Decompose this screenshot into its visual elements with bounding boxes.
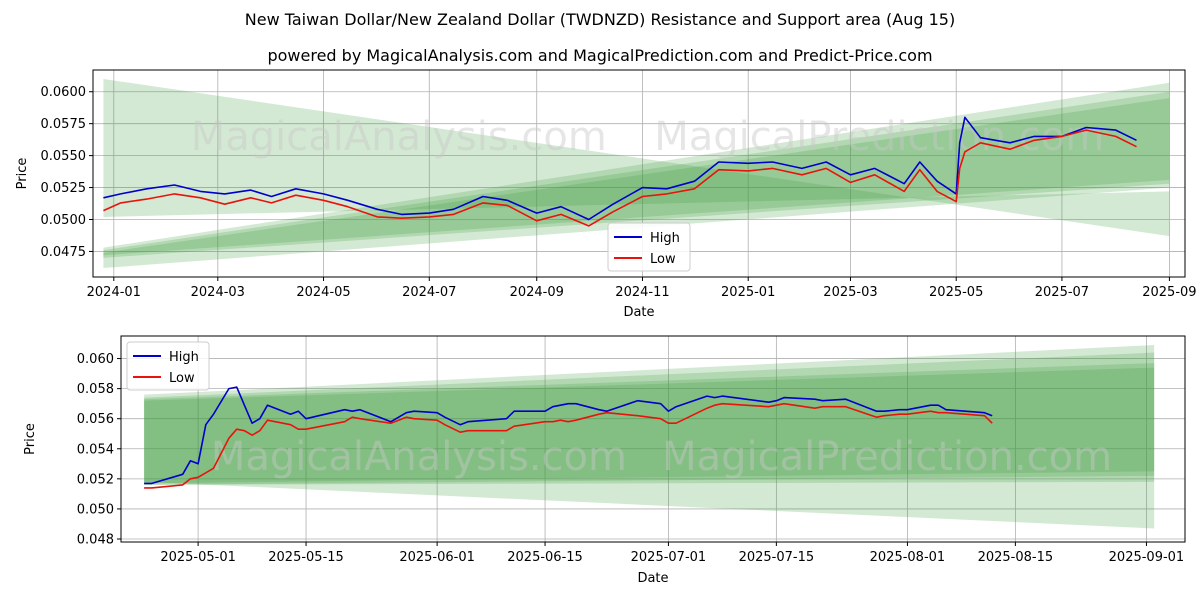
x-tick-label: 2025-08-01 bbox=[870, 550, 946, 565]
watermark-text: MagicalAnalysis.com bbox=[191, 114, 607, 160]
y-axis-label: Price bbox=[23, 423, 38, 455]
x-tick-label: 2025-06-15 bbox=[507, 550, 583, 565]
y-tick-label: 0.056 bbox=[77, 412, 114, 427]
ticks: 2025-05-01 2025-05-15 2025-06-01 2025-06-15… bbox=[77, 352, 1184, 565]
grid bbox=[121, 336, 1185, 542]
support-resistance-band-4 bbox=[144, 367, 1155, 484]
x-tick-label: 2025-09 bbox=[1142, 285, 1196, 300]
legend-label-high: High bbox=[650, 231, 680, 246]
x-tick-label: 2025-07-15 bbox=[739, 550, 815, 565]
x-tick-label: 2025-07 bbox=[1035, 285, 1089, 300]
x-tick-label: 2025-08-15 bbox=[978, 550, 1054, 565]
x-tick-label: 2025-01 bbox=[721, 285, 775, 300]
legend: High Low bbox=[126, 341, 210, 391]
y-tick-label: 0.0600 bbox=[41, 85, 87, 100]
series-line-low bbox=[103, 129, 1137, 227]
x-tick-label: 2025-09-01 bbox=[1109, 550, 1185, 565]
chart-title: New Taiwan Dollar/New Zealand Dollar (TW… bbox=[244, 10, 956, 29]
x-tick-label: 2025-05-01 bbox=[160, 550, 236, 565]
y-tick-label: 0.0475 bbox=[41, 245, 87, 260]
series bbox=[144, 386, 993, 489]
x-tick-label: 2025-05-15 bbox=[268, 550, 344, 565]
y-tick-label: 0.0500 bbox=[41, 213, 87, 228]
support-resistance-band-4 bbox=[103, 98, 1170, 256]
series bbox=[103, 116, 1137, 227]
legend: High Low bbox=[607, 222, 691, 272]
x-tick-label: 2025-06-01 bbox=[399, 550, 475, 565]
y-tick-label: 0.052 bbox=[77, 472, 114, 487]
x-tick-label: 2024-11 bbox=[615, 285, 669, 300]
chart-subtitle: powered by MagicalAnalysis.com and Magic… bbox=[267, 46, 933, 65]
plot-frame bbox=[92, 69, 1186, 278]
x-axis-label: Date bbox=[637, 571, 668, 586]
chart-panel-1: MagicalAnalysis.com MagicalPrediction.com… bbox=[15, 69, 1197, 320]
support-resistance-band-2 bbox=[103, 82, 1170, 269]
grid bbox=[93, 70, 1185, 277]
series-line-high bbox=[103, 116, 1137, 221]
y-tick-label: 0.050 bbox=[77, 502, 114, 517]
y-tick-label: 0.0575 bbox=[41, 117, 87, 132]
bands bbox=[144, 345, 1155, 529]
legend-label-low: Low bbox=[169, 371, 195, 386]
y-tick-label: 0.058 bbox=[77, 382, 114, 397]
chart-panel-2: MagicalAnalysis.com MagicalPrediction.com… bbox=[23, 335, 1186, 586]
x-tick-label: 2024-09 bbox=[510, 285, 564, 300]
y-tick-label: 0.048 bbox=[77, 532, 114, 547]
legend-label-high: High bbox=[169, 350, 199, 365]
x-tick-label: 2025-03 bbox=[823, 285, 877, 300]
support-resistance-band-3 bbox=[144, 363, 1155, 485]
series-line-low bbox=[144, 402, 993, 489]
x-tick-label: 2024-03 bbox=[191, 285, 245, 300]
plot-frame bbox=[120, 335, 1186, 543]
legend-label-low: Low bbox=[650, 252, 676, 267]
y-tick-label: 0.054 bbox=[77, 442, 114, 457]
x-axis-label: Date bbox=[623, 305, 654, 320]
support-resistance-band-1 bbox=[144, 345, 1155, 529]
x-tick-label: 2025-05 bbox=[929, 285, 983, 300]
bands bbox=[103, 78, 1170, 269]
support-resistance-band-3 bbox=[103, 91, 1170, 258]
watermark-text: MagicalPrediction.com bbox=[662, 434, 1112, 480]
support-resistance-band-1 bbox=[103, 78, 1170, 237]
y-tick-label: 0.0550 bbox=[41, 149, 87, 164]
watermarks: MagicalAnalysis.com MagicalPrediction.com bbox=[211, 434, 1112, 480]
x-tick-label: 2024-05 bbox=[296, 285, 350, 300]
x-tick-label: 2024-07 bbox=[402, 285, 456, 300]
y-axis-label: Price bbox=[15, 158, 30, 190]
series-line-high bbox=[144, 386, 993, 485]
x-tick-label: 2024-01 bbox=[87, 285, 141, 300]
y-tick-label: 0.0525 bbox=[41, 181, 87, 196]
x-tick-label: 2025-07-01 bbox=[631, 550, 707, 565]
support-resistance-band-2 bbox=[144, 352, 1155, 485]
ticks: 2024-01 2024-03 2024-05 2024-07 2024-09 2024-… bbox=[41, 85, 1197, 300]
y-tick-label: 0.060 bbox=[77, 352, 114, 367]
watermark-text: MagicalAnalysis.com bbox=[211, 434, 627, 480]
